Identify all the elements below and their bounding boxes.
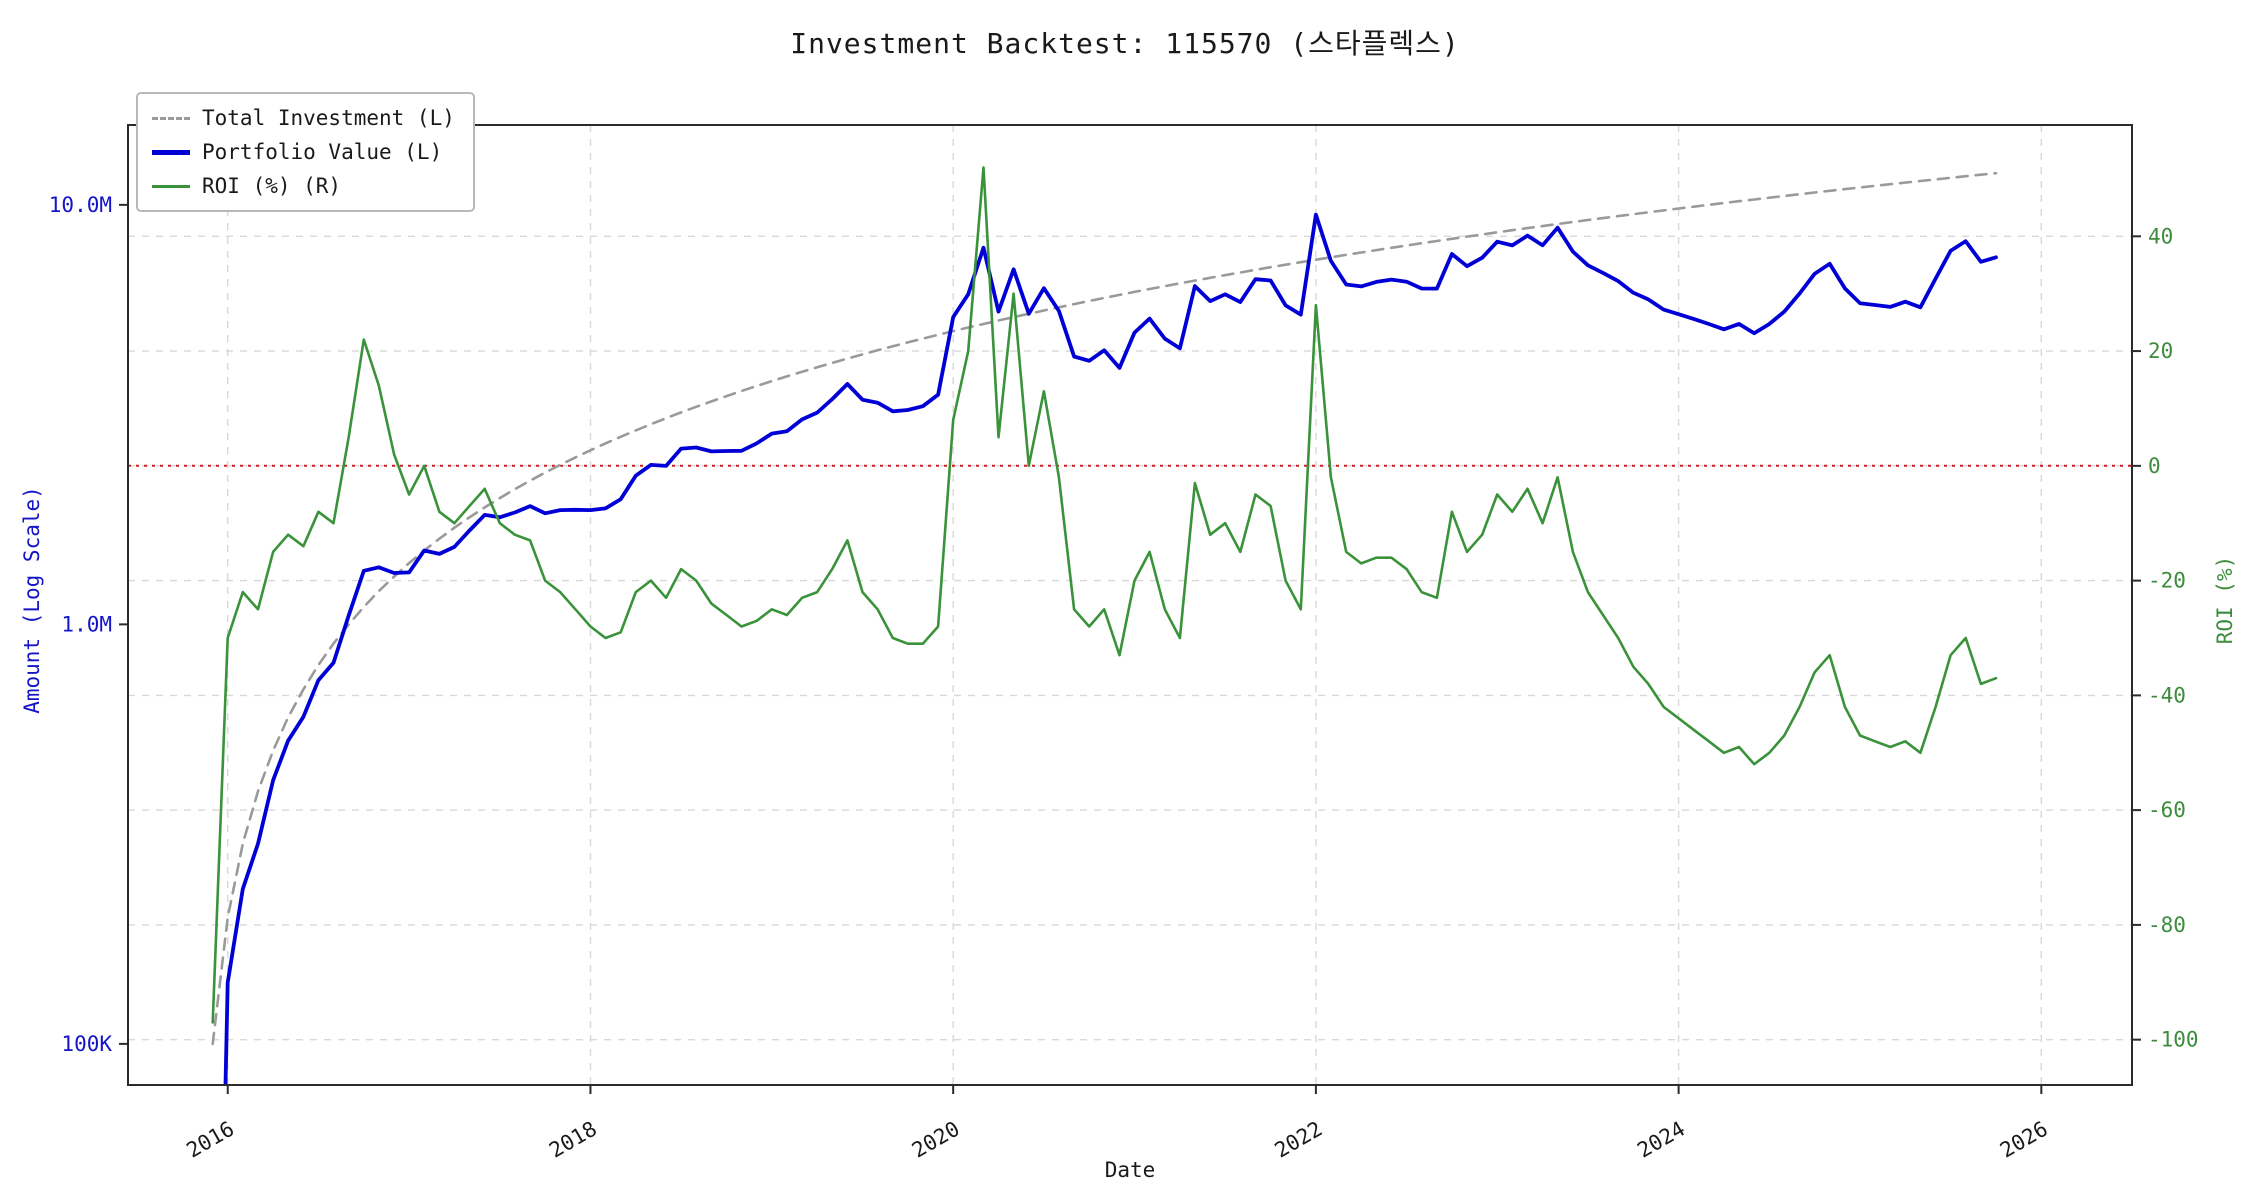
series-roi (211, 166, 1998, 1024)
blue-line-swatch-icon (152, 149, 190, 155)
y-tick-label-right: 40 (2148, 224, 2173, 248)
x-tick-label: 2016 (182, 1117, 238, 1163)
gridlines (128, 125, 2132, 1085)
y-tick-label-right: 20 (2148, 339, 2173, 363)
legend-item-portfolio-value: Portfolio Value (L) (152, 140, 455, 164)
y-tick-label-left: 100K (61, 1032, 112, 1056)
x-tick-label: 2024 (1633, 1117, 1689, 1163)
x-axis-label: Date (1104, 1158, 1156, 1182)
x-tick-label: 2018 (545, 1117, 601, 1163)
y-tick-label-right: -60 (2148, 798, 2186, 822)
x-tick-label: 2020 (908, 1117, 964, 1163)
legend-item-roi: ROI (%) (R) (152, 174, 455, 198)
legend-label: Portfolio Value (L) (202, 140, 443, 164)
y-axis-label-left: Amount (Log Scale) (20, 486, 44, 714)
series-total-investment (211, 171, 1998, 1046)
y-tick-label-right: 0 (2148, 454, 2161, 478)
y-tick-label-right: -80 (2148, 913, 2186, 937)
y-tick-label-right: -20 (2148, 569, 2186, 593)
x-tick-label: 2022 (1271, 1117, 1327, 1163)
x-tick-label: 2026 (1996, 1117, 2052, 1163)
green-line-swatch-icon (152, 184, 190, 188)
dashed-line-swatch-icon (152, 116, 190, 120)
legend: Total Investment (L) Portfolio Value (L)… (136, 92, 475, 212)
legend-label: Total Investment (L) (202, 106, 455, 130)
y-tick-label-right: -100 (2148, 1028, 2199, 1052)
y-axis-label-right: ROI (%) (2213, 555, 2237, 645)
y-tick-label-right: -40 (2148, 683, 2186, 707)
y-tick-label-left: 10.0M (49, 193, 112, 217)
plot-border (127, 124, 2133, 1086)
legend-item-total-investment: Total Investment (L) (152, 106, 455, 130)
y-tick-label-left: 1.0M (61, 612, 112, 636)
series-portfolio-value (223, 212, 1998, 1085)
chart-title: Investment Backtest: 115570 (스타플렉스) (790, 27, 1460, 60)
legend-label: ROI (%) (R) (202, 174, 342, 198)
